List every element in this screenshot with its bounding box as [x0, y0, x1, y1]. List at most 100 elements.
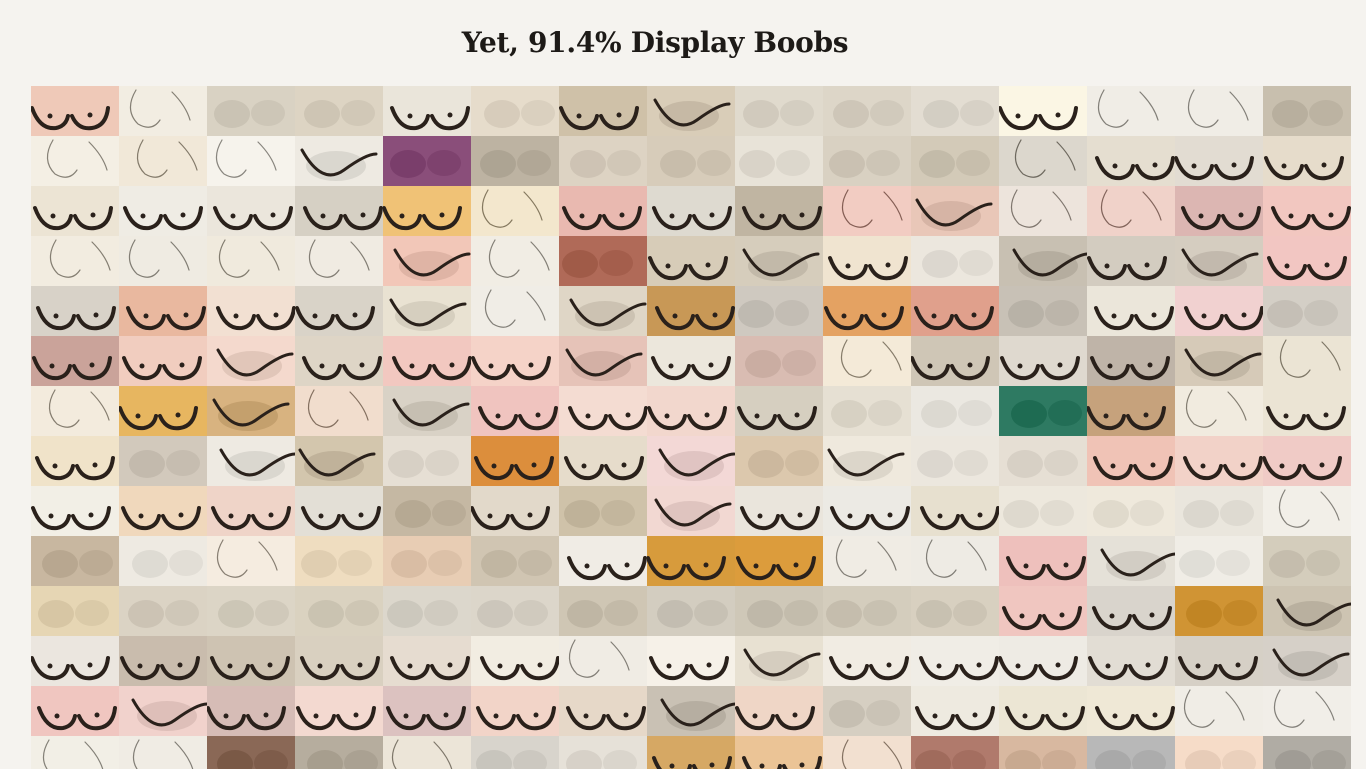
artwork-tile[interactable] [119, 436, 207, 486]
artwork-tile[interactable] [1263, 286, 1351, 336]
artwork-tile[interactable] [647, 236, 735, 286]
artwork-tile[interactable] [647, 636, 735, 686]
artwork-tile[interactable] [559, 586, 647, 636]
artwork-tile[interactable] [647, 386, 735, 436]
artwork-tile[interactable] [999, 636, 1087, 686]
artwork-tile[interactable] [999, 736, 1087, 769]
artwork-tile[interactable] [31, 736, 119, 769]
artwork-tile[interactable] [647, 486, 735, 536]
artwork-tile[interactable] [999, 686, 1087, 736]
artwork-tile[interactable] [295, 236, 383, 286]
artwork-tile[interactable] [471, 386, 559, 436]
artwork-tile[interactable] [823, 186, 911, 236]
artwork-tile[interactable] [911, 486, 999, 536]
artwork-tile[interactable] [999, 186, 1087, 236]
artwork-tile[interactable] [559, 686, 647, 736]
artwork-tile[interactable] [1087, 86, 1175, 136]
artwork-tile[interactable] [559, 386, 647, 436]
artwork-tile[interactable] [911, 686, 999, 736]
artwork-tile[interactable] [735, 236, 823, 286]
artwork-tile[interactable] [383, 436, 471, 486]
artwork-tile[interactable] [911, 436, 999, 486]
artwork-tile[interactable] [1087, 236, 1175, 286]
artwork-tile[interactable] [119, 286, 207, 336]
artwork-tile[interactable] [559, 536, 647, 586]
artwork-tile[interactable] [295, 86, 383, 136]
artwork-tile[interactable] [647, 586, 735, 636]
artwork-tile[interactable] [1175, 236, 1263, 286]
artwork-tile[interactable] [471, 636, 559, 686]
artwork-tile[interactable] [31, 336, 119, 386]
artwork-tile[interactable] [1263, 136, 1351, 186]
artwork-tile[interactable] [471, 686, 559, 736]
artwork-tile[interactable] [1175, 736, 1263, 769]
artwork-tile[interactable] [207, 136, 295, 186]
artwork-tile[interactable] [383, 486, 471, 536]
artwork-tile[interactable] [823, 636, 911, 686]
artwork-tile[interactable] [119, 386, 207, 436]
artwork-tile[interactable] [207, 236, 295, 286]
artwork-tile[interactable] [647, 186, 735, 236]
artwork-tile[interactable] [1175, 86, 1263, 136]
artwork-tile[interactable] [999, 136, 1087, 186]
artwork-tile[interactable] [383, 86, 471, 136]
artwork-tile[interactable] [735, 86, 823, 136]
artwork-tile[interactable] [295, 136, 383, 186]
artwork-tile[interactable] [647, 736, 735, 769]
artwork-tile[interactable] [295, 536, 383, 586]
artwork-tile[interactable] [999, 436, 1087, 486]
artwork-tile[interactable] [119, 636, 207, 686]
artwork-tile[interactable] [1263, 386, 1351, 436]
artwork-tile[interactable] [295, 386, 383, 436]
artwork-tile[interactable] [1087, 736, 1175, 769]
artwork-tile[interactable] [119, 486, 207, 536]
artwork-tile[interactable] [31, 236, 119, 286]
artwork-tile[interactable] [295, 186, 383, 236]
artwork-tile[interactable] [1087, 136, 1175, 186]
artwork-tile[interactable] [1175, 186, 1263, 236]
artwork-tile[interactable] [119, 136, 207, 186]
artwork-tile[interactable] [1263, 436, 1351, 486]
artwork-tile[interactable] [823, 736, 911, 769]
artwork-tile[interactable] [735, 286, 823, 336]
artwork-tile[interactable] [383, 336, 471, 386]
artwork-tile[interactable] [823, 236, 911, 286]
artwork-tile[interactable] [471, 486, 559, 536]
artwork-tile[interactable] [207, 636, 295, 686]
artwork-tile[interactable] [295, 436, 383, 486]
artwork-tile[interactable] [823, 686, 911, 736]
artwork-tile[interactable] [559, 136, 647, 186]
artwork-tile[interactable] [1175, 586, 1263, 636]
artwork-tile[interactable] [31, 136, 119, 186]
artwork-tile[interactable] [647, 86, 735, 136]
artwork-tile[interactable] [119, 686, 207, 736]
artwork-tile[interactable] [999, 586, 1087, 636]
artwork-tile[interactable] [295, 736, 383, 769]
artwork-tile[interactable] [823, 86, 911, 136]
artwork-tile[interactable] [31, 486, 119, 536]
artwork-tile[interactable] [31, 286, 119, 336]
artwork-tile[interactable] [383, 686, 471, 736]
artwork-tile[interactable] [823, 586, 911, 636]
artwork-tile[interactable] [295, 686, 383, 736]
artwork-tile[interactable] [911, 736, 999, 769]
artwork-tile[interactable] [295, 286, 383, 336]
artwork-tile[interactable] [1175, 386, 1263, 436]
artwork-tile[interactable] [1263, 486, 1351, 536]
artwork-tile[interactable] [383, 386, 471, 436]
artwork-tile[interactable] [999, 236, 1087, 286]
artwork-tile[interactable] [31, 636, 119, 686]
artwork-tile[interactable] [207, 686, 295, 736]
artwork-tile[interactable] [1263, 686, 1351, 736]
artwork-tile[interactable] [1175, 486, 1263, 536]
artwork-tile[interactable] [1175, 336, 1263, 386]
artwork-tile[interactable] [647, 286, 735, 336]
artwork-tile[interactable] [1175, 686, 1263, 736]
artwork-tile[interactable] [911, 536, 999, 586]
artwork-tile[interactable] [1087, 386, 1175, 436]
artwork-tile[interactable] [1175, 536, 1263, 586]
artwork-tile[interactable] [559, 286, 647, 336]
artwork-tile[interactable] [911, 136, 999, 186]
artwork-tile[interactable] [471, 286, 559, 336]
artwork-tile[interactable] [735, 136, 823, 186]
